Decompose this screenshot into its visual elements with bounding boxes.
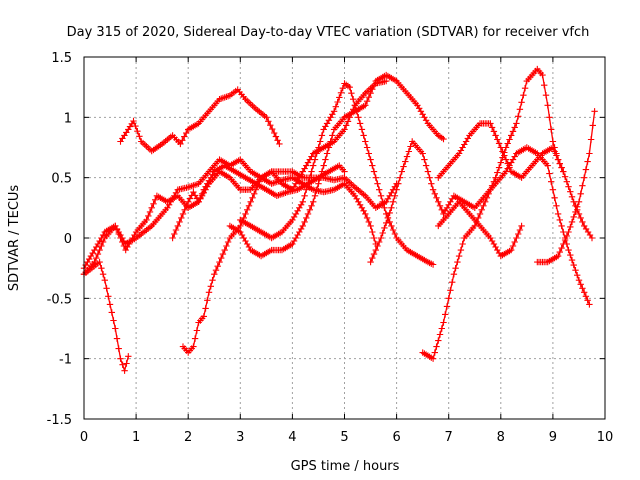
x-tick-label: 8 [497,430,505,445]
y-axis-label: SDTVAR / TECUs [7,185,22,292]
series-track-13 [435,198,525,260]
y-tick-label: -0.5 [47,292,72,307]
plus-markers [534,108,598,266]
tick-labels: 0 1 2 3 4 5 6 7 8 9 10 -1.5 -1 -0.5 0 0.5 1 1.5 [47,51,614,445]
plus-markers [80,258,132,374]
x-tick-label: 4 [288,430,296,445]
x-tick-label: 7 [445,430,453,445]
series-track-5 [169,162,348,242]
y-tick-label: 1 [64,111,72,126]
x-tick-label: 3 [236,430,244,445]
x-tick-label: 1 [132,430,140,445]
plus-markers [435,198,525,260]
series-line [182,80,387,354]
series-track-2 [117,86,283,155]
series-track-10 [419,65,567,362]
axis-ticks [83,56,606,420]
x-tick-label: 6 [392,430,400,445]
plus-markers [117,86,283,155]
plus-markers [435,120,596,242]
x-tick-label: 0 [80,430,88,445]
series-track-7 [226,71,447,260]
x-tick-label: 9 [549,430,557,445]
y-tick-label: -1.5 [47,413,72,428]
chart-title: Day 315 of 2020, Sidereal Day-to-day VTE… [67,25,590,40]
plus-markers [226,71,447,260]
series-line [83,260,129,373]
x-tick-label: 5 [340,430,348,445]
plus-markers [169,162,348,242]
series-track-11 [435,120,596,242]
plus-markers [419,65,567,362]
series-track-8 [237,80,437,268]
y-tick-label: 0 [64,232,72,247]
series-track-12 [534,108,598,266]
data-series [80,65,598,374]
plus-markers [237,80,437,268]
x-axis-label: GPS time / hours [291,459,400,474]
y-tick-label: -1 [59,353,72,368]
x-tick-label: 10 [597,430,614,445]
y-tick-label: 0.5 [51,172,72,187]
y-tick-label: 1.5 [51,51,72,66]
grid [84,57,605,419]
series-track-1 [80,258,132,374]
series-line [437,122,593,239]
x-tick-label: 2 [184,430,192,445]
